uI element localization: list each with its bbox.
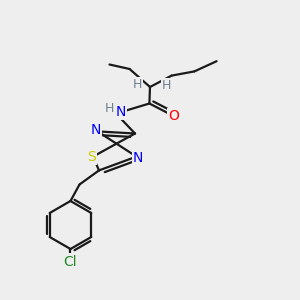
Text: H: H [162,79,171,92]
Text: S: S [87,150,96,164]
Text: N: N [116,105,126,119]
Text: N: N [91,123,101,137]
Text: N: N [133,151,143,165]
Text: O: O [169,109,179,123]
Text: H: H [133,77,142,91]
Text: Cl: Cl [64,255,77,268]
Text: H: H [105,102,114,115]
